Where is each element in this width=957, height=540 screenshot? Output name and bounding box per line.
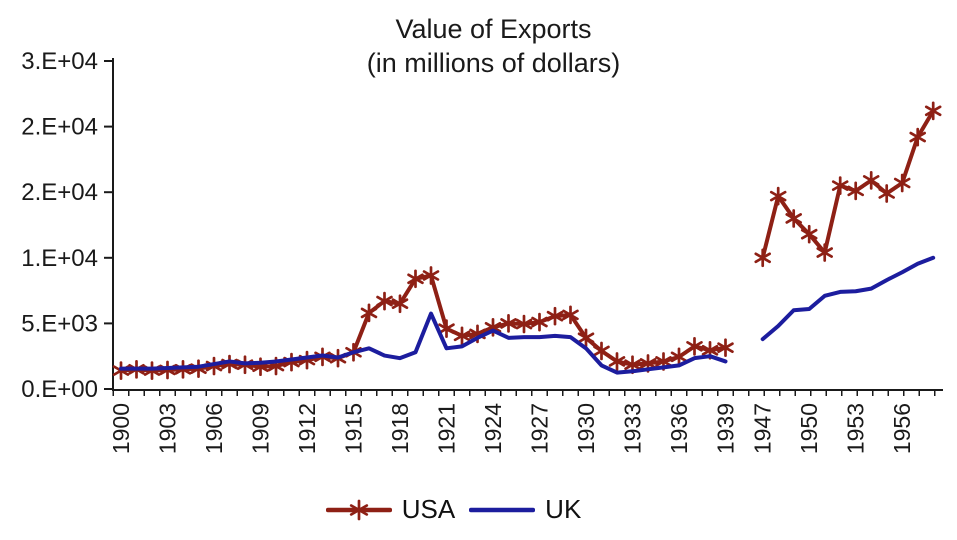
x-tick-label: 1930: [573, 403, 599, 454]
usa-data-marker: [847, 181, 864, 201]
usa-data-marker: [816, 243, 833, 262]
legend-uk-line-sample: [469, 507, 536, 512]
y-tick-label: 3.E+04: [21, 48, 98, 75]
usa-data-marker: [349, 499, 368, 520]
usa-data-marker: [800, 224, 818, 244]
usa-data-marker: [562, 305, 579, 325]
usa-data-marker: [438, 319, 455, 338]
usa-data-marker: [862, 171, 880, 190]
uk-line-segment: [119, 311, 728, 375]
x-tick-label: 1933: [620, 403, 646, 454]
legend-usa-line-sample: [325, 499, 392, 520]
usa-data-marker: [453, 326, 471, 346]
usa-data-marker: [546, 306, 564, 326]
x-tick-label: 1936: [666, 403, 692, 454]
y-tick-label: 5.E+03: [21, 310, 98, 337]
y-tick-label: 1.E+04: [21, 245, 98, 272]
y-tick-label: 2.E+04: [21, 179, 98, 206]
x-tick-label: 1939: [713, 403, 739, 454]
usa-data-marker: [785, 209, 802, 228]
x-tick-label: 1918: [387, 403, 413, 454]
usa-data-marker: [924, 101, 942, 121]
y-tick-label: 2.E+04: [21, 114, 98, 141]
usa-data-marker: [686, 337, 703, 356]
legend-label-usa: USA: [401, 494, 456, 524]
usa-data-marker: [878, 184, 895, 203]
x-tick-label: 1915: [341, 403, 367, 454]
usa-data-marker: [360, 303, 378, 323]
legend: USA UK: [0, 494, 907, 525]
x-tick-label: 1947: [750, 403, 776, 454]
usa-data-marker: [577, 328, 595, 348]
usa-data-marker: [608, 352, 626, 371]
chart-title-block: Value of Exports (in millions of dollars…: [30, 12, 957, 80]
usa-data-marker: [754, 248, 771, 268]
usa-data-marker: [670, 347, 688, 367]
x-tick-label: 1950: [796, 403, 822, 454]
usa-data-marker: [376, 291, 393, 311]
y-tick-label: 0.E+00: [21, 376, 98, 403]
usa-data-marker: [909, 127, 926, 147]
chart-title: Value of Exports: [395, 14, 592, 44]
usa-data-marker: [893, 173, 911, 193]
x-tick-label: 1900: [108, 403, 134, 454]
x-tick-label: 1927: [527, 403, 553, 454]
x-tick-label: 1903: [155, 403, 181, 454]
usa-data-marker: [407, 269, 424, 289]
usa-data-marker: [515, 314, 533, 334]
chart-subtitle: (in millions of dollars): [366, 48, 621, 78]
usa-line-segment: [119, 273, 728, 373]
x-tick-label: 1953: [843, 403, 869, 454]
usa-data-marker: [422, 266, 440, 285]
usa-data-marker: [831, 176, 849, 195]
x-tick-label: 1956: [889, 403, 915, 454]
uk-line-segment: [760, 255, 936, 342]
legend-item-usa: USA: [325, 494, 456, 525]
x-tick-label: 1924: [480, 403, 506, 454]
x-tick-label: 1921: [434, 403, 460, 454]
legend-label-uk: UK: [545, 494, 582, 524]
usa-data-marker: [717, 338, 734, 358]
usa-data-marker: [593, 341, 610, 361]
x-tick-label: 1909: [248, 403, 274, 454]
x-tick-label: 1906: [201, 403, 227, 454]
usa-data-marker: [531, 312, 548, 332]
usa-data-marker: [500, 314, 517, 333]
x-tick-label: 1912: [294, 403, 320, 454]
usa-data-marker: [769, 186, 787, 206]
usa-data-marker: [391, 294, 409, 314]
legend-item-uk: UK: [469, 494, 581, 525]
usa-line-segment: [760, 108, 936, 260]
